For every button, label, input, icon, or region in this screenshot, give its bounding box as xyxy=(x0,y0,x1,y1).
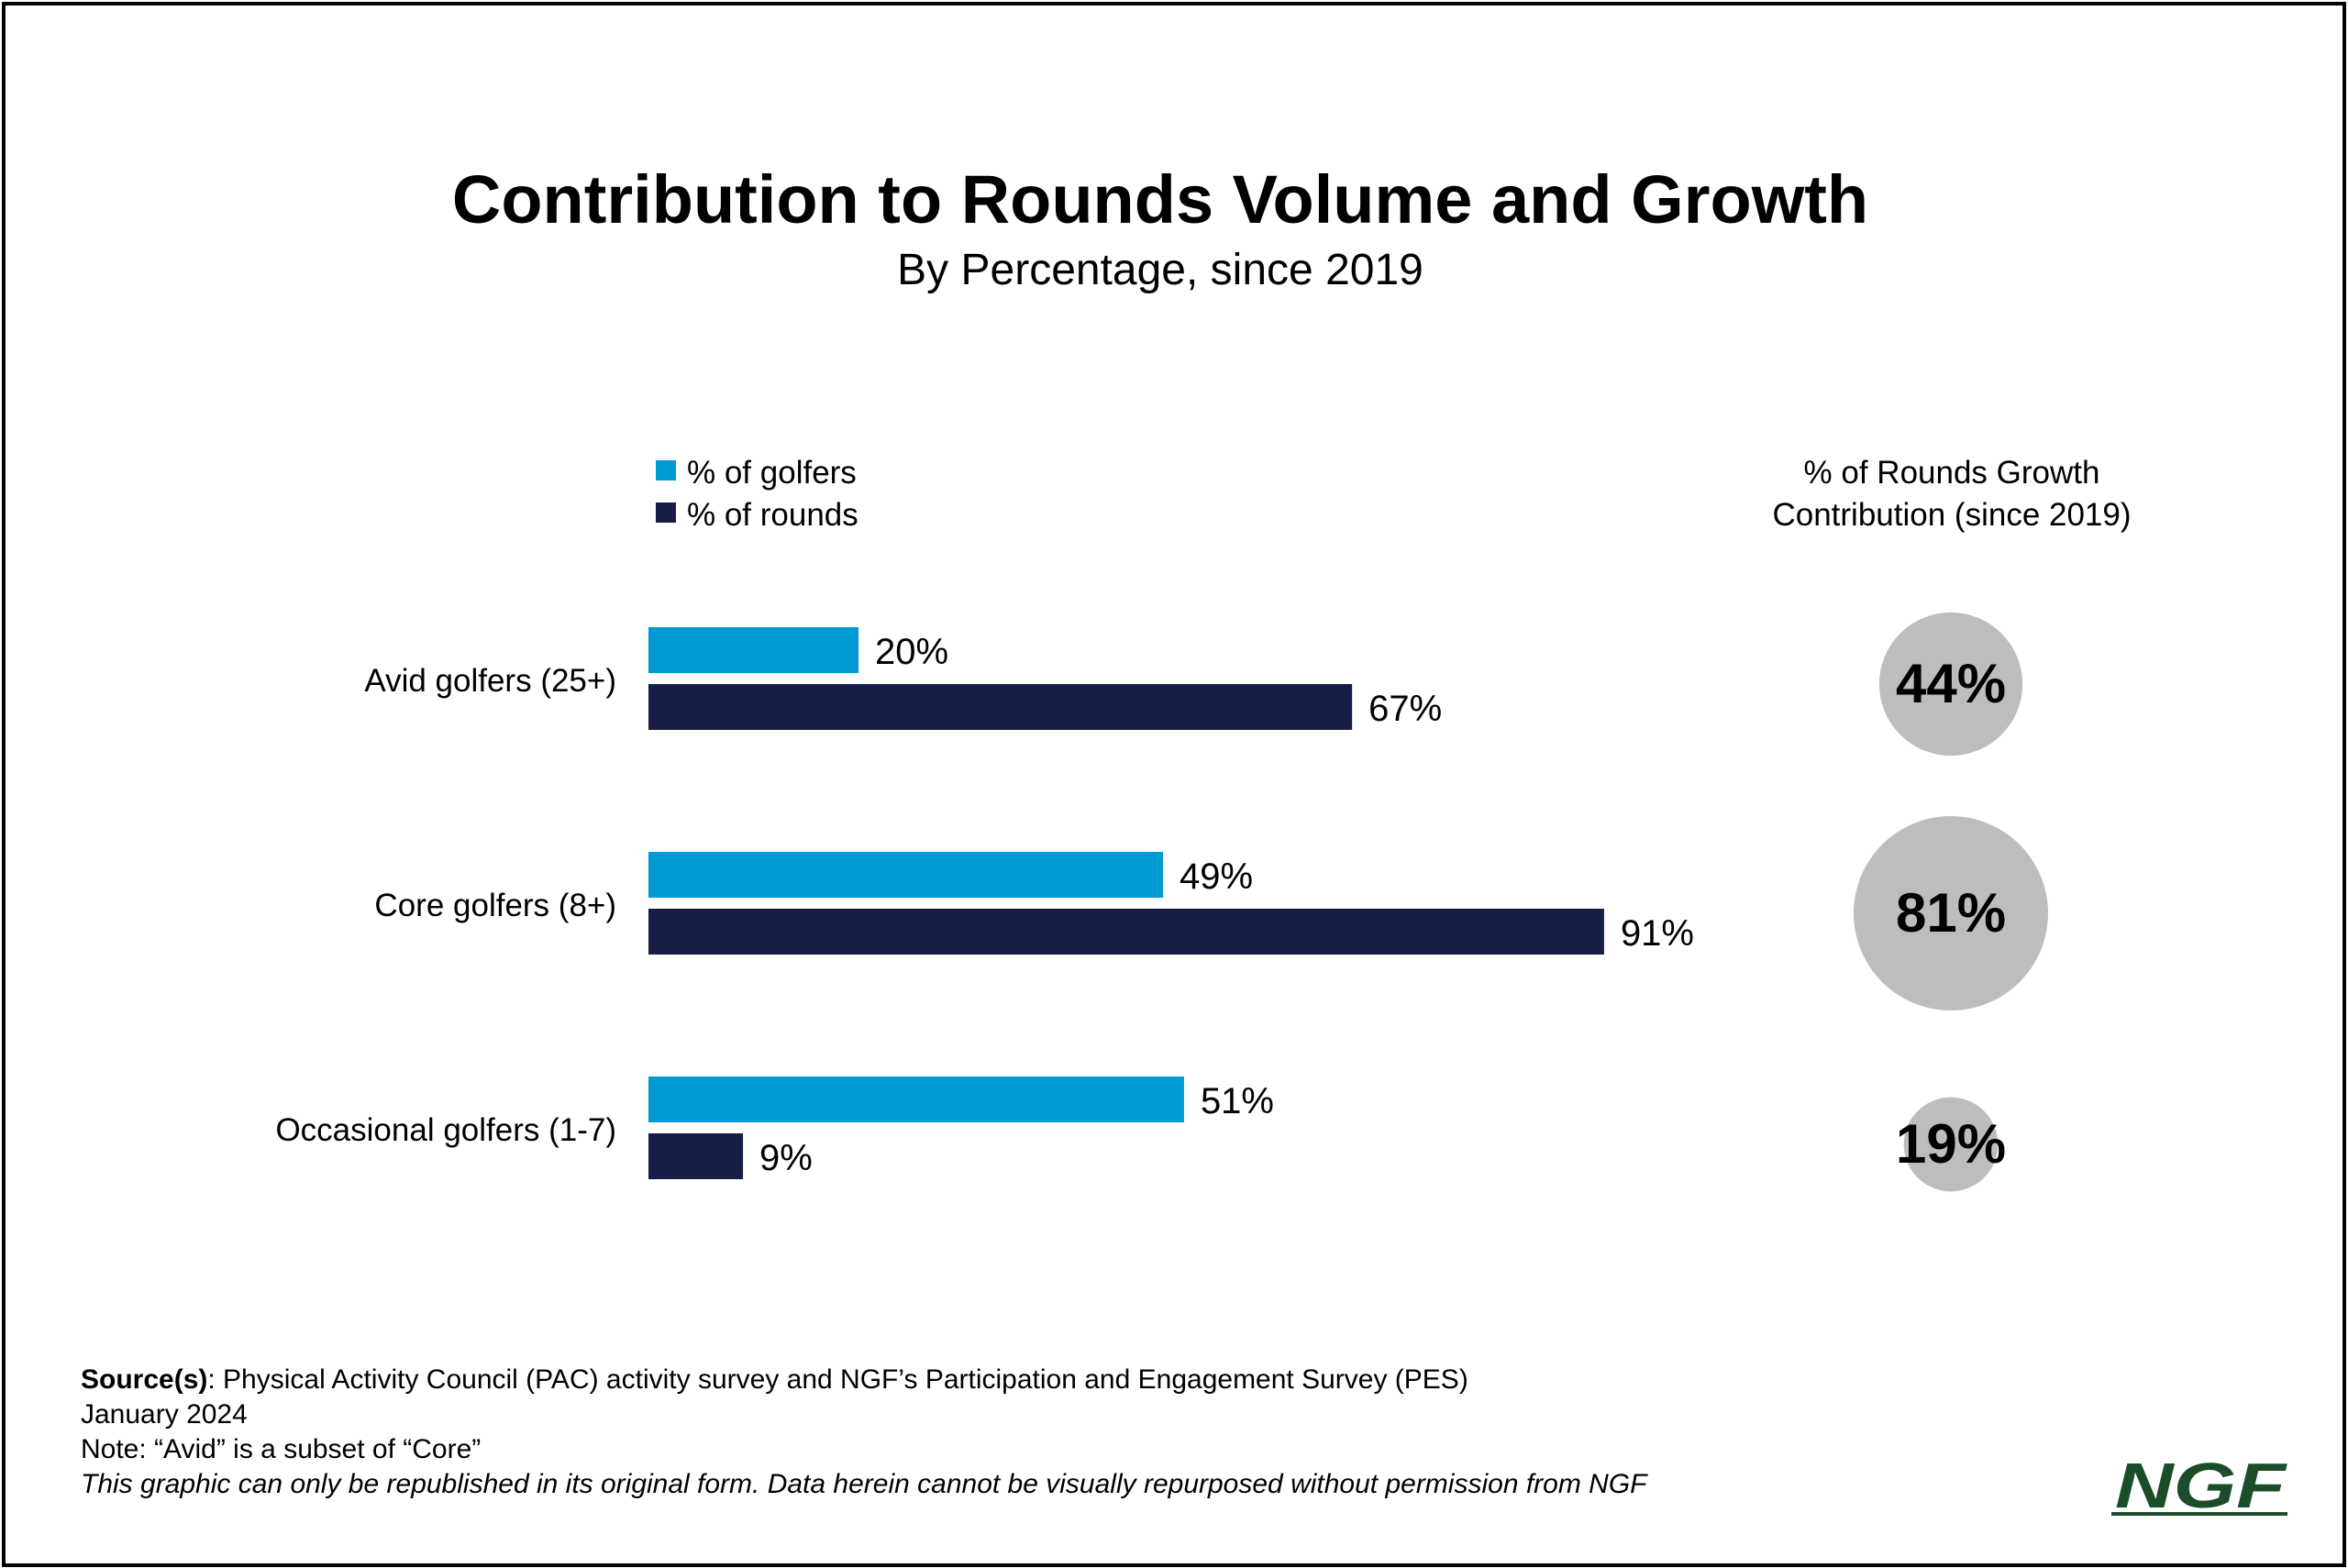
date-line: January 2024 xyxy=(81,1399,248,1430)
disclaimer-line: This graphic can only be republished in … xyxy=(81,1469,1647,1499)
source-text: : Physical Activity Council (PAC) activi… xyxy=(207,1364,1468,1395)
category-label-core-golfers-8: Core golfers (8+) xyxy=(374,888,616,923)
footer: Source(s): Physical Activity Council (PA… xyxy=(81,1363,1647,1502)
ngf-logo-text: NGF xyxy=(2115,1454,2288,1518)
growth-label-core-golfers-8: 81% xyxy=(1896,882,2006,944)
growth-bubble-core-golfers-8 xyxy=(1854,816,2048,1010)
source-label: Source(s) xyxy=(81,1364,208,1395)
data-label-core-golfers-8-of-rounds: 91% xyxy=(1621,913,1694,954)
chart-subtitle: By Percentage, since 2019 xyxy=(897,246,1423,294)
legend-swatch-golfers xyxy=(656,460,676,480)
growth-header: % of Rounds Growth Contribution (since 2… xyxy=(1772,455,2131,533)
bar-avid-golfers-25-of-rounds xyxy=(648,684,1353,730)
ngf-logo-underline xyxy=(2111,1512,2287,1516)
bar-core-golfers-8-of-golfers xyxy=(648,852,1164,898)
growth-header-line-2: Contribution (since 2019) xyxy=(1772,497,2131,533)
data-label-core-golfers-8-of-golfers: 49% xyxy=(1180,856,1253,897)
bars-group: Avid golfers (25+) 20% 67% Core golfers (8+… xyxy=(275,627,1694,1179)
data-label-occasional-golfers-1-7-of-rounds: 9% xyxy=(759,1138,813,1178)
source-line: Source(s): Physical Activity Council (PA… xyxy=(81,1363,1647,1397)
growth-label-occasional-golfers-1-7: 19% xyxy=(1896,1113,2006,1175)
category-label-avid-golfers-25: Avid golfers (25+) xyxy=(364,663,616,699)
legend-label-golfers: % of golfers xyxy=(687,455,857,491)
legend-swatch-rounds xyxy=(656,502,676,523)
note-line: Note: “Avid” is a subset of “Core” xyxy=(81,1434,482,1464)
growth-bubbles-group: 44% 81% 19% xyxy=(1854,612,2048,1192)
bar-occasional-golfers-1-7-of-golfers xyxy=(648,1077,1184,1122)
bar-core-golfers-8-of-rounds xyxy=(648,909,1604,955)
ngf-logo: NGF xyxy=(2111,1454,2288,1518)
bar-avid-golfers-25-of-golfers xyxy=(648,627,858,673)
growth-label-avid-golfers-25: 44% xyxy=(1896,653,2006,714)
bar-occasional-golfers-1-7-of-rounds xyxy=(648,1133,744,1179)
data-label-avid-golfers-25-of-rounds: 67% xyxy=(1368,689,1442,729)
data-label-avid-golfers-25-of-golfers: 20% xyxy=(875,632,948,672)
growth-bubble-avid-golfers-25 xyxy=(1878,612,2023,756)
legend-label-rounds: % of rounds xyxy=(687,497,858,533)
growth-bubble-occasional-golfers-1-7 xyxy=(1903,1097,1999,1192)
growth-header-line-1: % of Rounds Growth xyxy=(1804,455,2100,491)
legend: % of golfers % of rounds xyxy=(656,455,858,533)
data-label-occasional-golfers-1-7-of-golfers: 51% xyxy=(1201,1081,1274,1121)
category-label-occasional-golfers-1-7: Occasional golfers (1-7) xyxy=(275,1112,616,1148)
chart-title: Contribution to Rounds Volume and Growth xyxy=(452,161,1868,237)
